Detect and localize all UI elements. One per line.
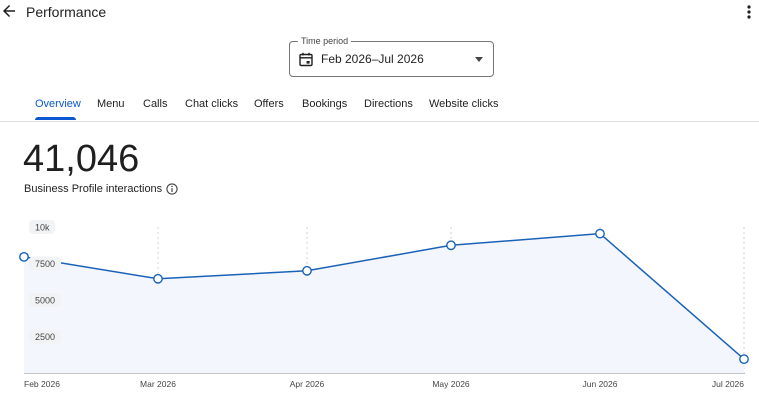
dropdown-arrow-icon — [475, 57, 483, 62]
time-period-label: Time period — [298, 36, 352, 47]
y-tick-2: 5000 — [29, 293, 61, 307]
x-tick-label-0: Feb 2026 — [24, 379, 60, 389]
tab-bar: Overview Menu Calls Chat clicks Offers B… — [0, 90, 759, 122]
tab-offers[interactable]: Offers — [254, 98, 284, 110]
y-tick-label-3: 2500 — [35, 332, 55, 342]
chart-points — [19, 228, 749, 365]
top-bar: Performance — [0, 0, 759, 24]
tab-calls[interactable]: Calls — [143, 98, 168, 110]
more-vert-icon[interactable] — [744, 4, 754, 22]
chart-area-fill — [24, 233, 744, 373]
tab-directions[interactable]: Directions — [364, 98, 413, 110]
y-tick-0: 10k — [29, 220, 55, 234]
metric-value: 41,046 — [23, 138, 140, 180]
data-point-jul-2026[interactable] — [739, 354, 749, 365]
y-axis-ticks: 10k 7500 5000 2500 — [29, 220, 61, 344]
data-point-apr-2026[interactable] — [302, 265, 312, 276]
calendar-icon — [299, 52, 313, 67]
arrow-back-icon[interactable] — [0, 2, 18, 20]
metric-label: Business Profile interactions — [24, 183, 163, 195]
data-point-may-2026[interactable] — [446, 240, 456, 251]
time-period-select[interactable]: Time period Feb 2026–Jul 2026 — [289, 36, 494, 77]
y-tick-1: 7500 — [29, 256, 61, 271]
y-tick-chip-0 — [29, 220, 55, 234]
time-period-value: Feb 2026–Jul 2026 — [321, 52, 424, 66]
data-point-feb-2026[interactable] — [19, 252, 29, 262]
info-icon[interactable] — [166, 183, 178, 195]
tab-overview[interactable]: Overview — [35, 98, 81, 110]
x-tick-label-4: Jun 2026 — [583, 379, 618, 389]
tab-chat-clicks[interactable]: Chat clicks — [185, 98, 239, 110]
chart-series-line — [23, 232, 745, 360]
x-tick-label-2: Apr 2026 — [290, 379, 325, 389]
data-point-jun-2026[interactable] — [595, 228, 605, 239]
x-axis-ticks: Feb 2026 Mar 2026 Apr 2026 May 2026 Jun 2026… — [24, 379, 744, 389]
y-tick-label-1: 7500 — [35, 259, 55, 269]
tab-website-clicks[interactable]: Website clicks — [429, 98, 499, 110]
x-tick-label-5: Jul 2026 — [712, 379, 744, 389]
page-title: Performance — [26, 4, 107, 20]
data-point-mar-2026[interactable] — [153, 273, 163, 284]
y-tick-3: 2500 — [29, 329, 61, 344]
active-tab-indicator — [35, 117, 76, 120]
tab-menu[interactable]: Menu — [97, 98, 125, 110]
x-tick-label-3: May 2026 — [432, 379, 470, 389]
y-tick-label-0: 10k — [35, 223, 50, 233]
y-tick-chip-2 — [29, 293, 61, 307]
interactions-chart: 10k 7500 5000 2500 Feb 2026 Mar 2026 Apr 2026… — [19, 220, 749, 389]
y-tick-chip-1 — [29, 256, 61, 271]
y-tick-label-2: 5000 — [35, 296, 55, 306]
y-tick-chip-3 — [29, 329, 61, 344]
x-tick-label-1: Mar 2026 — [140, 379, 176, 389]
tab-bookings[interactable]: Bookings — [302, 98, 348, 110]
